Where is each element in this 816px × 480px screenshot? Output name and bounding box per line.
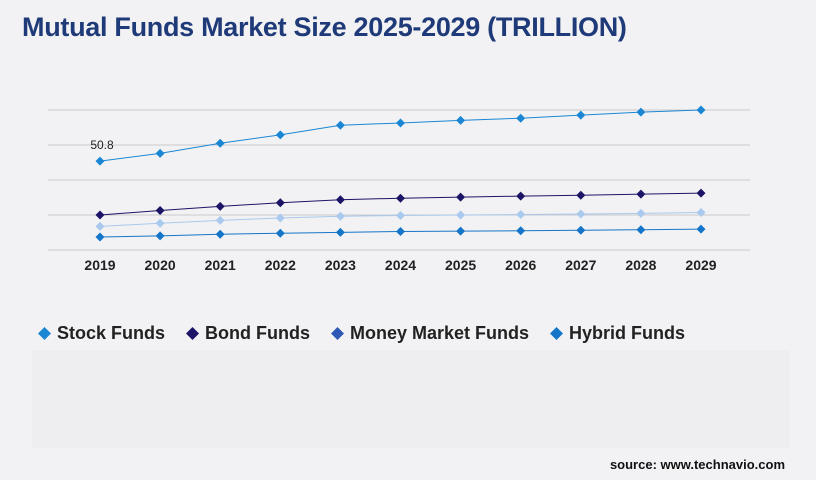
source-note: source: www.technavio.com bbox=[609, 457, 785, 472]
data-point bbox=[696, 105, 706, 115]
data-point bbox=[456, 115, 466, 125]
data-point bbox=[456, 210, 466, 220]
legend-item: Money Market Funds bbox=[331, 323, 529, 344]
data-point bbox=[335, 120, 345, 130]
data-point bbox=[215, 201, 225, 211]
data-point bbox=[155, 205, 165, 215]
data-point bbox=[516, 113, 526, 123]
x-tick-label: 2025 bbox=[445, 257, 476, 273]
data-point bbox=[95, 156, 105, 166]
data-point bbox=[335, 211, 345, 221]
x-tick-label: 2026 bbox=[505, 257, 536, 273]
data-label: 50.8 bbox=[90, 138, 114, 152]
diamond-icon bbox=[331, 327, 344, 340]
data-point bbox=[516, 191, 526, 201]
x-tick-label: 2024 bbox=[385, 257, 416, 273]
data-point bbox=[155, 148, 165, 158]
x-tick-label: 2023 bbox=[325, 257, 356, 273]
data-point bbox=[95, 210, 105, 220]
data-point bbox=[516, 209, 526, 219]
data-point bbox=[456, 226, 466, 236]
legend-label: Hybrid Funds bbox=[569, 323, 686, 343]
data-point bbox=[636, 107, 646, 117]
x-tick-label: 2028 bbox=[625, 257, 656, 273]
data-point bbox=[335, 227, 345, 237]
data-point bbox=[95, 221, 105, 231]
legend-label: Stock Funds bbox=[57, 323, 166, 343]
data-point bbox=[396, 211, 405, 221]
chart-title: Mutual Funds Market Size 2025-2029 (TRIL… bbox=[22, 12, 627, 42]
legend-label: Bond Funds bbox=[205, 323, 310, 343]
data-point bbox=[516, 226, 526, 236]
chart-legend: Stock Funds Bond Funds Money Market Funds H… bbox=[38, 323, 706, 344]
diamond-icon bbox=[550, 327, 564, 340]
data-point bbox=[155, 231, 165, 241]
x-tick-label: 2029 bbox=[685, 257, 716, 273]
data-point bbox=[576, 209, 586, 219]
footer-band bbox=[32, 350, 790, 448]
data-point bbox=[636, 208, 646, 218]
data-point bbox=[396, 226, 405, 236]
diamond-icon bbox=[38, 327, 51, 340]
data-point bbox=[215, 229, 225, 239]
legend-item: Hybrid Funds bbox=[550, 323, 685, 344]
series-line bbox=[99, 109, 702, 162]
data-point bbox=[396, 193, 405, 203]
diamond-icon bbox=[186, 327, 200, 340]
data-point bbox=[396, 118, 405, 128]
data-point bbox=[636, 189, 646, 199]
data-point bbox=[275, 228, 285, 238]
data-point bbox=[275, 198, 285, 208]
data-point bbox=[456, 192, 466, 202]
data-point bbox=[215, 215, 225, 225]
data-point bbox=[636, 225, 646, 235]
x-tick-label: 2019 bbox=[84, 257, 115, 273]
legend-item: Bond Funds bbox=[186, 323, 310, 344]
data-point bbox=[696, 208, 706, 218]
legend-item: Stock Funds bbox=[38, 323, 165, 344]
x-tick-label: 2021 bbox=[205, 257, 236, 273]
x-tick-label: 2020 bbox=[145, 257, 176, 273]
x-tick-label: 2022 bbox=[265, 257, 296, 273]
data-point bbox=[275, 130, 285, 140]
data-point bbox=[155, 218, 165, 228]
data-point bbox=[275, 213, 285, 223]
data-point bbox=[696, 188, 706, 198]
data-point bbox=[215, 138, 225, 148]
line-chart: 2019 2020 2021 2022 2023 2024 2025 2026 2027 2028… bbox=[48, 105, 750, 273]
data-point bbox=[335, 195, 345, 205]
x-tick-label: 2027 bbox=[565, 257, 596, 273]
data-point bbox=[576, 190, 586, 200]
data-point bbox=[95, 232, 105, 242]
data-point bbox=[696, 224, 706, 234]
legend-label: Money Market Funds bbox=[350, 323, 530, 343]
data-point bbox=[576, 110, 586, 120]
data-point bbox=[576, 225, 586, 235]
